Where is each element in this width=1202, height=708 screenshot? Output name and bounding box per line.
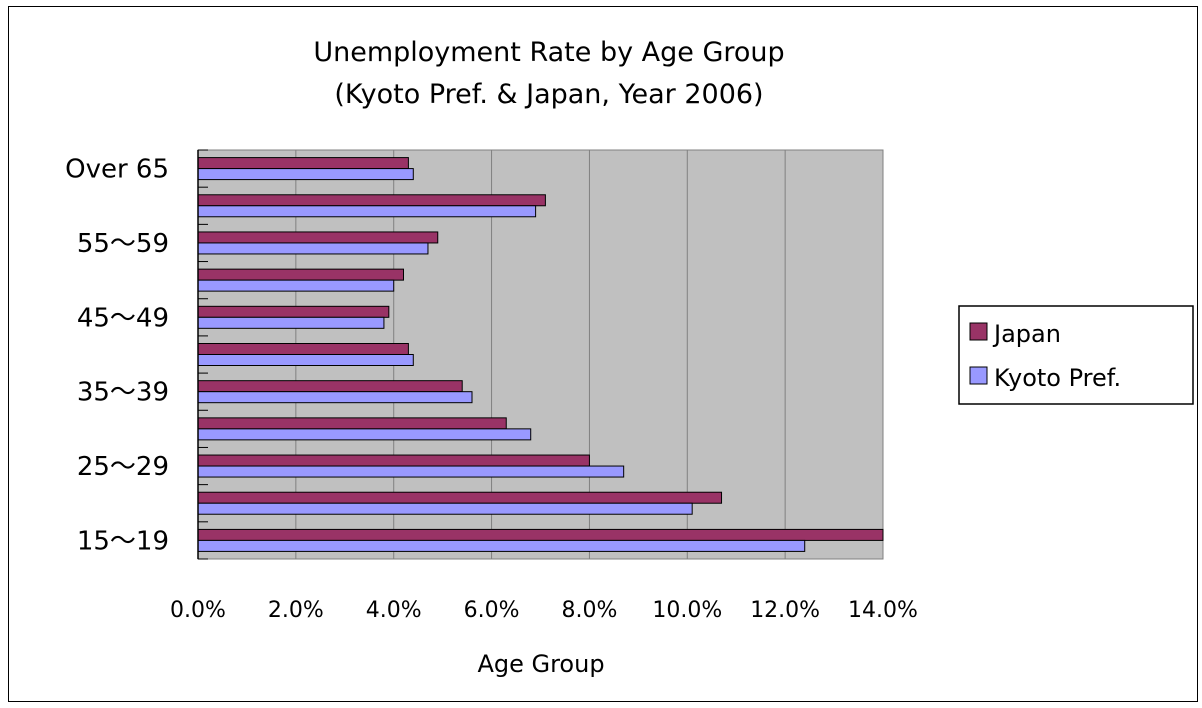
bar-japan <box>197 157 409 170</box>
bar-kyoto-pref <box>197 502 693 515</box>
bar-kyoto-pref <box>197 242 429 255</box>
y-axis-labels: 15～19 25～29 35～39 45～49 55～59 Over 65 <box>65 155 169 557</box>
legend-label-japan: Japan <box>992 320 1061 348</box>
x-axis-title: Age Group <box>477 650 604 678</box>
bar-kyoto-pref <box>197 391 473 404</box>
legend-box <box>958 305 1194 405</box>
bar-kyoto-pref <box>197 316 385 329</box>
bar-japan <box>197 454 590 467</box>
y-tick-label: 45～49 <box>77 303 169 333</box>
legend-swatch-kyoto <box>969 366 988 385</box>
chart-title: Unemployment Rate by Age Group <box>313 37 784 68</box>
bar-japan <box>197 194 546 207</box>
bar-japan <box>197 343 409 355</box>
bar-japan <box>197 268 404 281</box>
chart-frame: Unemployment Rate by Age Group (Kyoto Pr… <box>8 6 1198 702</box>
chart-subtitle: (Kyoto Pref. & Japan, Year 2006) <box>334 79 763 110</box>
bars <box>197 157 884 552</box>
bar-japan <box>197 305 390 318</box>
bar-kyoto-pref <box>197 428 532 441</box>
x-axis-labels: 0.0% 2.0% 4.0% 6.0% 8.0% 10.0% 12.0% 14.0% <box>170 598 918 623</box>
bar-kyoto-pref <box>197 354 414 366</box>
x-tick-label: 6.0% <box>464 598 520 623</box>
legend-swatch-japan <box>969 322 988 341</box>
legend: Japan Kyoto Pref. <box>958 305 1194 405</box>
x-tick-label: 12.0% <box>750 598 820 623</box>
y-tick-label: 15～19 <box>77 526 169 556</box>
bar-japan <box>197 528 884 541</box>
bar-kyoto-pref <box>197 279 395 292</box>
bar-japan <box>197 491 723 504</box>
y-tick-label: 55～59 <box>77 229 169 259</box>
gridlines <box>295 150 884 559</box>
y-tick-label: Over 65 <box>65 155 169 185</box>
x-tick-label: 0.0% <box>170 598 226 623</box>
bar-kyoto-pref <box>197 539 806 552</box>
unemployment-bar-chart: Unemployment Rate by Age Group (Kyoto Pr… <box>65 37 1194 678</box>
y-axis-ticks <box>198 149 208 560</box>
x-tick-label: 10.0% <box>652 598 722 623</box>
bar-kyoto-pref <box>197 168 414 181</box>
x-tick-label: 2.0% <box>268 598 324 623</box>
bar-japan <box>197 417 507 430</box>
y-tick-label: 35～39 <box>77 378 169 408</box>
bar-japan <box>197 380 463 393</box>
x-tick-label: 8.0% <box>561 598 617 623</box>
bar-kyoto-pref <box>197 465 625 478</box>
legend-label-kyoto: Kyoto Pref. <box>994 364 1121 392</box>
y-tick-label: 25～29 <box>77 452 169 482</box>
bar-kyoto-pref <box>197 205 537 218</box>
x-tick-label: 4.0% <box>366 598 422 623</box>
bar-japan <box>197 231 439 244</box>
x-tick-label: 14.0% <box>848 598 918 623</box>
